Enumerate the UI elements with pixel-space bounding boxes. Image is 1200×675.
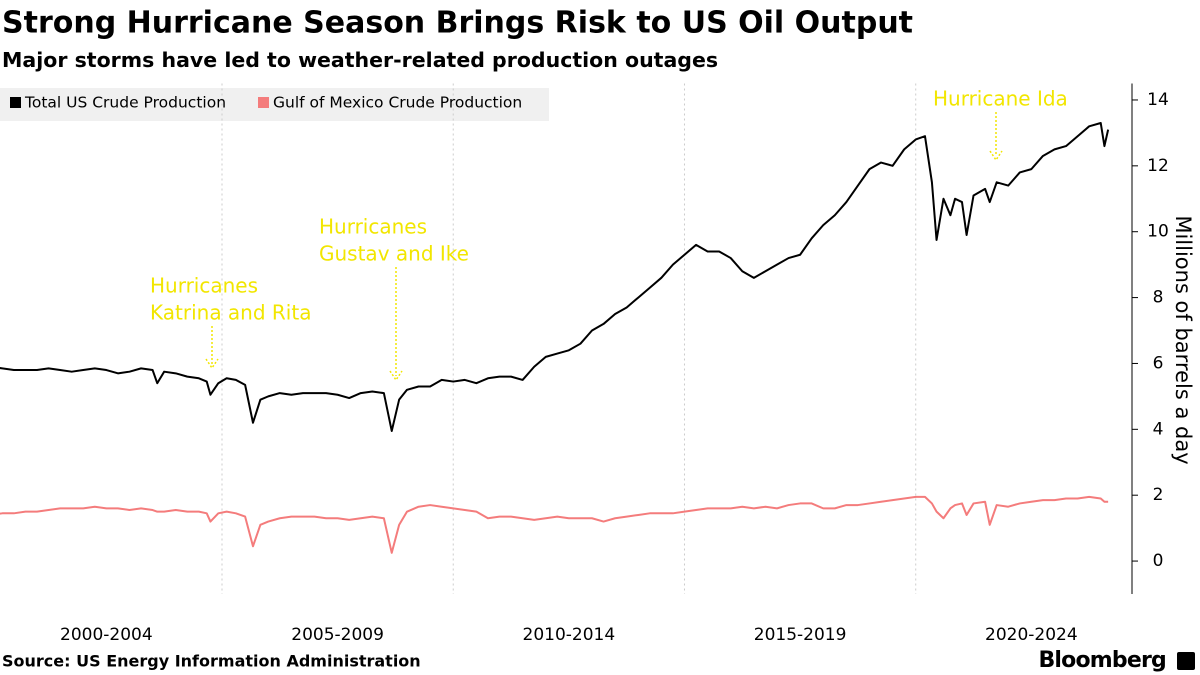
y-tick-label: 6 xyxy=(1153,353,1164,373)
x-tick-label: 2005-2009 xyxy=(291,625,384,645)
chart-subtitle: Major storms have led to weather-related… xyxy=(2,48,718,72)
annotation: Hurricanes xyxy=(150,274,258,298)
y-axis-title: Millions of barrels a day xyxy=(1171,215,1195,464)
chart-title: Strong Hurricane Season Brings Risk to U… xyxy=(2,6,913,41)
y-tick-label: 4 xyxy=(1153,419,1164,439)
source: Source: US Energy Information Administra… xyxy=(2,652,421,671)
x-tick-label: 2000-2004 xyxy=(60,625,153,645)
y-tick-label: 12 xyxy=(1147,156,1169,176)
annotation: Hurricane Ida xyxy=(933,87,1068,111)
y-tick-label: 10 xyxy=(1147,222,1169,242)
annotation: Gustav and Ike xyxy=(319,242,469,266)
series-line xyxy=(0,122,1110,432)
y-tick-label: 2 xyxy=(1153,485,1164,505)
legend-box xyxy=(0,88,549,121)
x-tick-label: 2020-2024 xyxy=(985,625,1078,645)
x-tick-label: 2015-2019 xyxy=(754,625,847,645)
series-line xyxy=(0,495,1109,554)
legend-swatch xyxy=(10,97,21,108)
x-tick-label: 2010-2014 xyxy=(523,625,616,645)
legend-label: Total US Crude Production xyxy=(24,94,226,112)
legend-label: Gulf of Mexico Crude Production xyxy=(273,94,522,112)
y-tick-label: 14 xyxy=(1147,90,1169,110)
legend-swatch xyxy=(258,97,269,108)
y-tick-label: 0 xyxy=(1153,551,1164,571)
y-tick-label: 8 xyxy=(1153,288,1164,308)
annotation: Katrina and Rita xyxy=(150,301,311,325)
brand-icon xyxy=(1177,652,1195,670)
annotation: Hurricanes xyxy=(319,215,427,239)
brand: Bloomberg xyxy=(1038,648,1166,673)
